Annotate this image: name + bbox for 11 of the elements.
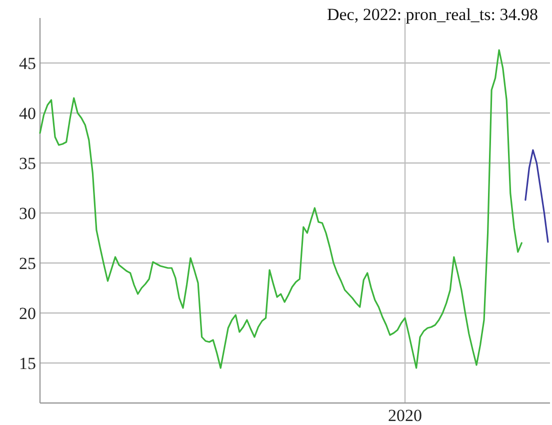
- line-series: [524, 149, 549, 243]
- y-tick-label: 45: [19, 54, 36, 73]
- y-tick-label: 25: [19, 254, 36, 273]
- x-tick-label: 2020: [388, 406, 422, 425]
- line-series: [39, 49, 522, 369]
- y-tick-label: 30: [19, 204, 36, 223]
- y-tick-label: 20: [19, 304, 36, 323]
- y-tick-label: 35: [19, 154, 36, 173]
- annotation: Dec, 2022: pron_real_ts: 34.98: [326, 5, 538, 24]
- y-tick-label: 15: [19, 354, 36, 373]
- y-tick-label: 40: [19, 104, 36, 123]
